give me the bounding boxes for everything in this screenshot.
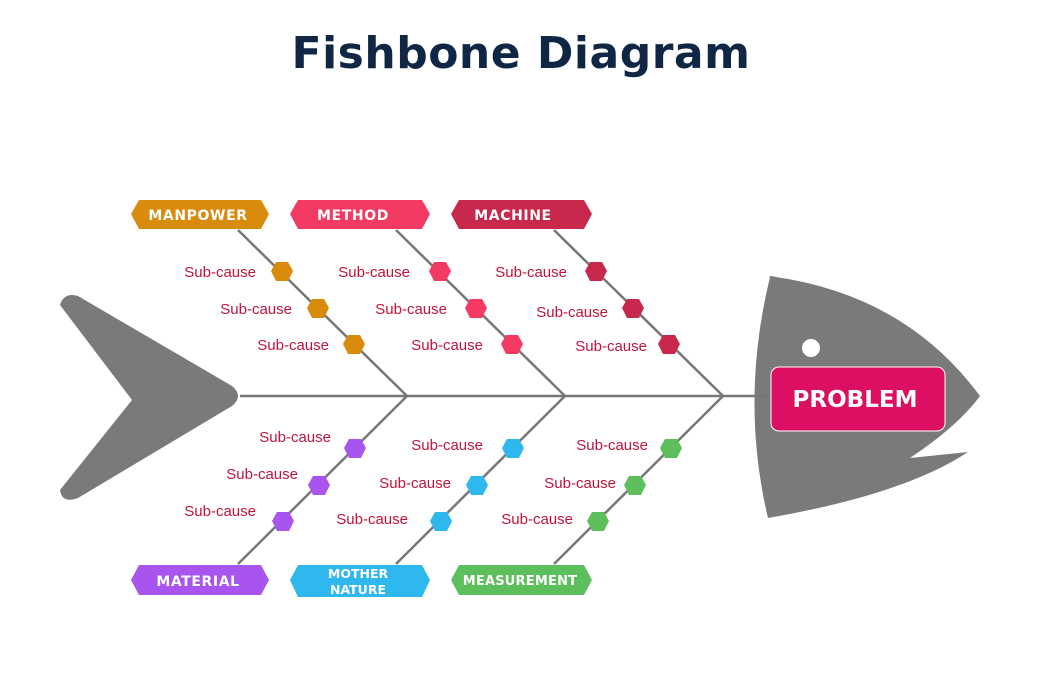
subcause-group-material: Sub-cause Sub-cause Sub-cause — [184, 429, 366, 531]
category-label-nature: NATURE — [330, 582, 386, 597]
subcause-marker — [660, 439, 682, 458]
fish-eye — [802, 339, 820, 357]
category-method: METHOD — [290, 200, 430, 229]
category-mother-nature: MOTHER NATURE — [290, 565, 430, 597]
subcause-marker — [502, 439, 524, 458]
subcause-label: Sub-cause — [220, 301, 292, 318]
subcause-label: Sub-cause — [184, 264, 256, 281]
subcause-marker — [587, 512, 609, 531]
subcause-label: Sub-cause — [336, 511, 408, 528]
subcause-group-machine: Sub-cause Sub-cause Sub-cause — [495, 262, 680, 355]
category-label-measurement: MEASUREMENT — [463, 574, 577, 589]
category-label-machine: MACHINE — [474, 208, 551, 224]
subcause-marker — [466, 476, 488, 495]
subcause-marker — [343, 335, 365, 354]
category-manpower: MANPOWER — [131, 200, 269, 229]
subcause-marker — [307, 299, 329, 318]
subcause-label: Sub-cause — [411, 337, 483, 354]
subcause-label: Sub-cause — [411, 437, 483, 454]
fish-tail — [60, 295, 238, 500]
subcause-label: Sub-cause — [501, 511, 573, 528]
subcause-marker — [430, 512, 452, 531]
subcause-marker — [344, 439, 366, 458]
category-material: MATERIAL — [131, 565, 269, 595]
subcause-marker — [271, 262, 293, 281]
subcause-label: Sub-cause — [379, 475, 451, 492]
subcause-label: Sub-cause — [576, 437, 648, 454]
subcause-marker — [308, 476, 330, 495]
problem-box: PROBLEM — [770, 366, 946, 432]
category-measurement: MEASUREMENT — [451, 565, 592, 595]
subcause-marker — [272, 512, 294, 531]
subcause-label: Sub-cause — [495, 264, 567, 281]
subcause-marker — [624, 476, 646, 495]
subcause-label: Sub-cause — [575, 338, 647, 355]
diagram-title: Fishbone Diagram — [291, 28, 751, 79]
subcause-label: Sub-cause — [184, 503, 256, 520]
subcause-label: Sub-cause — [226, 466, 298, 483]
subcause-marker — [585, 262, 607, 281]
subcause-group-manpower: Sub-cause Sub-cause Sub-cause — [184, 262, 365, 354]
category-machine: MACHINE — [451, 200, 592, 229]
subcause-marker — [501, 335, 523, 354]
subcause-marker — [622, 299, 644, 318]
category-label-method: METHOD — [317, 208, 389, 224]
subcause-label: Sub-cause — [257, 337, 329, 354]
subcause-label: Sub-cause — [375, 301, 447, 318]
subcause-group-method: Sub-cause Sub-cause Sub-cause — [338, 262, 523, 354]
category-label-mother: MOTHER — [328, 566, 389, 581]
subcause-label: Sub-cause — [338, 264, 410, 281]
problem-label: PROBLEM — [793, 387, 918, 413]
subcause-label: Sub-cause — [544, 475, 616, 492]
category-label-manpower: MANPOWER — [148, 208, 247, 224]
category-label-material: MATERIAL — [156, 574, 239, 590]
subcause-marker — [429, 262, 451, 281]
subcause-marker — [465, 299, 487, 318]
subcause-label: Sub-cause — [536, 304, 608, 321]
subcause-group-mother-nature: Sub-cause Sub-cause Sub-cause — [336, 437, 524, 531]
subcause-label: Sub-cause — [259, 429, 331, 446]
subcause-group-measurement: Sub-cause Sub-cause Sub-cause — [501, 437, 682, 531]
subcause-marker — [658, 335, 680, 354]
